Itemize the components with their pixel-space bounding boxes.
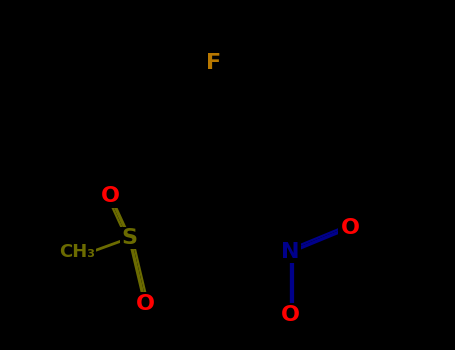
Text: O: O	[101, 186, 120, 206]
Text: CH₃: CH₃	[59, 243, 95, 261]
Text: F: F	[206, 53, 221, 73]
Text: N: N	[281, 242, 300, 262]
Text: S: S	[121, 228, 137, 248]
Text: O: O	[340, 217, 359, 238]
Text: O: O	[281, 305, 300, 325]
Text: O: O	[136, 294, 155, 315]
